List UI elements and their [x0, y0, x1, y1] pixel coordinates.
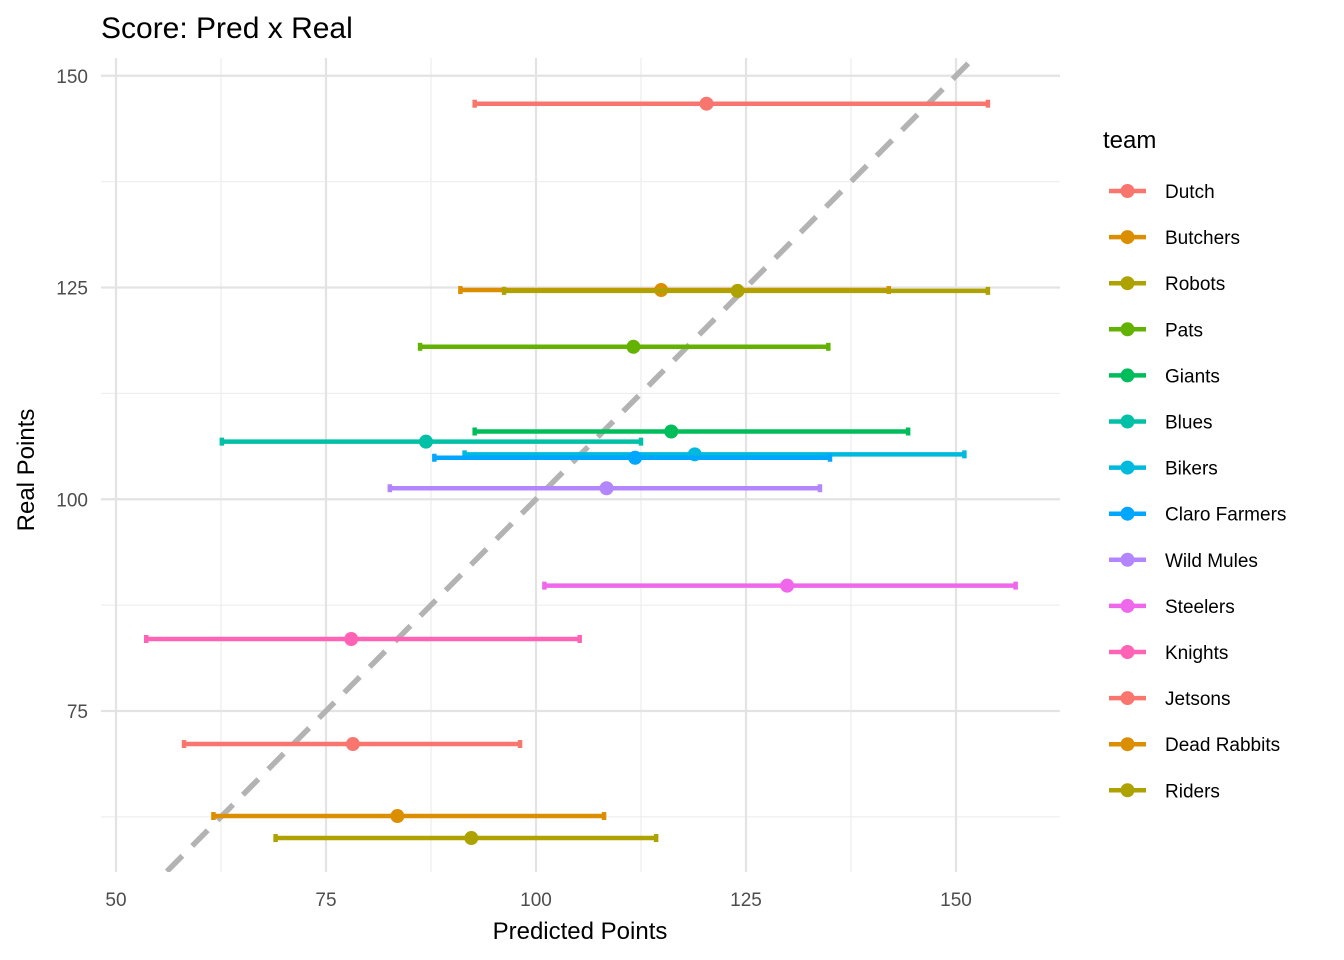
legend-item: Bikers — [1109, 459, 1218, 480]
legend-title: team — [1103, 127, 1156, 154]
legend-key-point — [1120, 184, 1135, 198]
data-point — [628, 450, 643, 465]
y-tick-label: 150 — [56, 67, 88, 88]
legend-label: Bikers — [1165, 459, 1218, 480]
data-point — [626, 339, 641, 354]
legend-item: Blues — [1109, 413, 1213, 434]
legend-item: Claro Farmers — [1109, 505, 1286, 526]
legend-label: Blues — [1165, 413, 1213, 434]
legend-item: Robots — [1109, 274, 1225, 295]
legend-key-point — [1120, 645, 1135, 659]
legend-item: Giants — [1109, 366, 1220, 387]
y-tick-label: 100 — [56, 490, 88, 511]
data-point — [664, 424, 679, 439]
legend-key-point — [1120, 552, 1135, 567]
legend-item: Steelers — [1109, 597, 1235, 618]
data-point — [345, 737, 360, 752]
legend-label: Pats — [1165, 320, 1203, 341]
legend-key-point — [1120, 506, 1135, 521]
x-tick-label: 150 — [940, 890, 972, 911]
series-jetsons — [181, 737, 523, 752]
grid-major — [101, 58, 1060, 872]
series-pats — [417, 339, 831, 354]
legend-label: Dutch — [1165, 182, 1215, 203]
data-point — [418, 434, 433, 449]
legend-label: Giants — [1165, 366, 1220, 387]
legend-key-point — [1120, 691, 1135, 706]
legend-key-point — [1120, 460, 1135, 475]
legend: team Dutch Butchers Robots Pats Giants Blues B… — [1103, 127, 1286, 802]
legend-item: Jetsons — [1109, 689, 1230, 710]
series-steelers — [542, 578, 1018, 593]
legend-item: Wild Mules — [1109, 551, 1258, 572]
data-point — [780, 578, 795, 593]
legend-key-point — [1120, 368, 1135, 383]
legend-item: Riders — [1109, 781, 1220, 802]
series-giants — [472, 424, 911, 439]
data-point — [390, 809, 405, 824]
legend-key-point — [1120, 783, 1135, 798]
legend-label: Wild Mules — [1165, 551, 1258, 572]
data-point — [344, 632, 359, 647]
legend-key-point — [1120, 230, 1135, 245]
x-tick-label: 50 — [105, 890, 126, 911]
legend-item: Dutch — [1109, 182, 1215, 203]
x-tick-labels: 50 75 100 125 150 — [105, 890, 971, 911]
legend-label: Butchers — [1165, 228, 1240, 249]
legend-label: Knights — [1165, 643, 1228, 664]
legend-key-point — [1120, 737, 1135, 752]
x-tick-label: 100 — [520, 890, 552, 911]
chart-title: Score: Pred x Real — [101, 12, 353, 45]
legend-label: Riders — [1165, 781, 1220, 802]
reference-line — [162, 58, 978, 872]
series-knights — [143, 632, 582, 647]
legend-label: Robots — [1165, 274, 1225, 295]
x-tick-label: 125 — [730, 890, 762, 911]
legend-key-point — [1120, 414, 1135, 429]
legend-item: Pats — [1109, 320, 1203, 341]
legend-label: Jetsons — [1165, 689, 1230, 710]
data-point — [599, 481, 614, 496]
legend-item: Knights — [1109, 643, 1228, 664]
reference-line-group — [162, 58, 978, 872]
x-axis-title: Predicted Points — [493, 918, 668, 945]
legend-key-point — [1120, 598, 1135, 613]
x-tick-label: 75 — [315, 890, 336, 911]
y-tick-label: 75 — [67, 702, 88, 723]
legend-label: Steelers — [1165, 597, 1235, 618]
data-point — [730, 283, 745, 298]
legend-label: Claro Farmers — [1165, 505, 1286, 526]
legend-item: Dead Rabbits — [1109, 735, 1280, 756]
data-point — [464, 831, 479, 846]
legend-item: Butchers — [1109, 228, 1240, 249]
grid-minor — [101, 58, 1060, 872]
legend-items: Dutch Butchers Robots Pats Giants Blues Bikers… — [1109, 182, 1286, 802]
data-point — [699, 96, 714, 111]
y-axis-title: Real Points — [13, 409, 40, 532]
series-dead-rabbits — [211, 809, 607, 824]
legend-key-point — [1120, 322, 1135, 337]
series-claro-farmers — [432, 450, 833, 465]
series-riders — [273, 831, 659, 846]
series-robots — [501, 283, 991, 298]
series-wild-mules — [387, 481, 823, 496]
y-tick-label: 125 — [56, 279, 88, 300]
series-group — [143, 96, 1018, 846]
legend-key-point — [1120, 276, 1135, 291]
legend-label: Dead Rabbits — [1165, 735, 1280, 756]
series-blues — [219, 434, 644, 449]
y-tick-labels: 75 100 125 150 — [56, 67, 88, 723]
series-dutch — [472, 96, 991, 111]
